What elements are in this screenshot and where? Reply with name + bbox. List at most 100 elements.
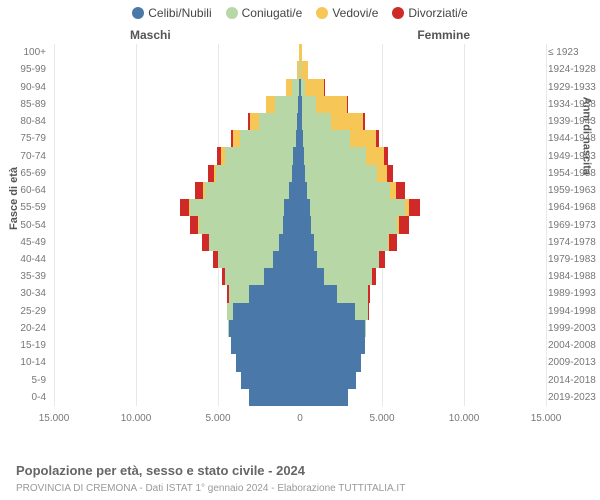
bar-segment — [241, 372, 300, 389]
bar-segment — [300, 337, 365, 354]
female-half — [300, 354, 546, 371]
bar-segment — [233, 303, 300, 320]
age-tick: 75-79 — [0, 130, 50, 147]
x-tick: 10.000 — [121, 413, 152, 424]
age-tick: 95-99 — [0, 61, 50, 78]
bar-segment — [300, 389, 348, 406]
pyramid-row — [54, 147, 546, 164]
male-half — [54, 199, 300, 216]
bar-segment — [249, 285, 300, 302]
bar-segment — [300, 303, 355, 320]
legend-swatch — [392, 7, 404, 19]
bar-segment — [305, 79, 325, 96]
bar-segment — [301, 61, 308, 78]
legend: Celibi/NubiliConiugati/eVedovi/eDivorzia… — [0, 0, 600, 22]
bar-segment — [240, 130, 296, 147]
legend-item: Divorziati/e — [392, 6, 467, 20]
bar-segment — [337, 285, 368, 302]
male-half — [54, 251, 300, 268]
pyramid-row — [54, 216, 546, 233]
male-half — [54, 320, 300, 337]
bar-segment — [289, 182, 300, 199]
birth-tick: 1984-1988 — [544, 268, 600, 285]
bar-segment — [284, 199, 300, 216]
bar-segment — [317, 251, 379, 268]
chart-subtitle: PROVINCIA DI CREMONA - Dati ISTAT 1° gen… — [16, 483, 405, 494]
pyramid-row — [54, 337, 546, 354]
female-half — [300, 320, 546, 337]
x-tick: 10.000 — [449, 413, 480, 424]
pyramid-row — [54, 79, 546, 96]
age-tick: 5-9 — [0, 372, 50, 389]
male-half — [54, 216, 300, 233]
bar-segment — [368, 285, 370, 302]
bar-segment — [387, 165, 393, 182]
bar-segment — [259, 113, 298, 130]
female-half — [300, 285, 546, 302]
pyramid-row — [54, 372, 546, 389]
pyramid-row — [54, 268, 546, 285]
age-tick: 65-69 — [0, 165, 50, 182]
bar-segment — [363, 113, 364, 130]
female-half — [300, 199, 546, 216]
birth-tick: 2009-2013 — [544, 354, 600, 371]
birth-tick: 2004-2008 — [544, 337, 600, 354]
male-half — [54, 130, 300, 147]
female-half — [300, 251, 546, 268]
bar-segment — [324, 268, 372, 285]
male-half — [54, 303, 300, 320]
bar-segment — [300, 234, 314, 251]
male-half — [54, 372, 300, 389]
bar-segment — [366, 147, 383, 164]
bar-segment — [331, 113, 363, 130]
age-tick: 70-74 — [0, 147, 50, 164]
bar-segment — [399, 216, 409, 233]
birth-tick: 1994-1998 — [544, 303, 600, 320]
legend-swatch — [132, 7, 144, 19]
legend-item: Celibi/Nubili — [132, 6, 211, 20]
female-half — [300, 79, 546, 96]
pyramid-row — [54, 354, 546, 371]
female-half — [300, 130, 546, 147]
bar-segment — [409, 199, 420, 216]
x-tick: 5.000 — [205, 413, 230, 424]
chart-title: Popolazione per età, sesso e stato civil… — [16, 463, 305, 478]
age-tick: 35-39 — [0, 268, 50, 285]
female-half — [300, 234, 546, 251]
birth-tick: 1944-1948 — [544, 130, 600, 147]
birth-tick: 1959-1963 — [544, 182, 600, 199]
legend-label: Divorziati/e — [408, 6, 467, 20]
legend-swatch — [316, 7, 328, 19]
birth-tick: 1974-1978 — [544, 234, 600, 251]
age-tick: 80-84 — [0, 113, 50, 130]
x-tick: 5.000 — [369, 413, 394, 424]
age-tick: 90-94 — [0, 79, 50, 96]
bar-segment — [396, 182, 405, 199]
bar-segment — [218, 251, 273, 268]
birth-tick: 1949-1953 — [544, 147, 600, 164]
male-half — [54, 61, 300, 78]
male-half — [54, 337, 300, 354]
bar-segment — [384, 147, 388, 164]
bar-segment — [300, 268, 324, 285]
bar-segment — [249, 389, 300, 406]
bar-segment — [300, 320, 365, 337]
x-tick: 15.000 — [39, 413, 70, 424]
bar-segment — [279, 234, 300, 251]
birth-tick: ≤ 1923 — [544, 44, 600, 61]
birth-tick: 1929-1933 — [544, 79, 600, 96]
bar-segment — [275, 96, 298, 113]
male-half — [54, 389, 300, 406]
x-tick: 0 — [297, 413, 303, 424]
bar-segment — [236, 354, 300, 371]
bar-segment — [307, 182, 390, 199]
birth-tick: 1934-1938 — [544, 96, 600, 113]
bar-segment — [316, 96, 347, 113]
bar-segment — [205, 182, 289, 199]
bar-segment — [225, 268, 264, 285]
bar-segment — [311, 216, 396, 233]
bar-segment — [199, 216, 283, 233]
bar-segment — [377, 165, 387, 182]
age-tick: 45-49 — [0, 234, 50, 251]
bar-segment — [304, 147, 366, 164]
